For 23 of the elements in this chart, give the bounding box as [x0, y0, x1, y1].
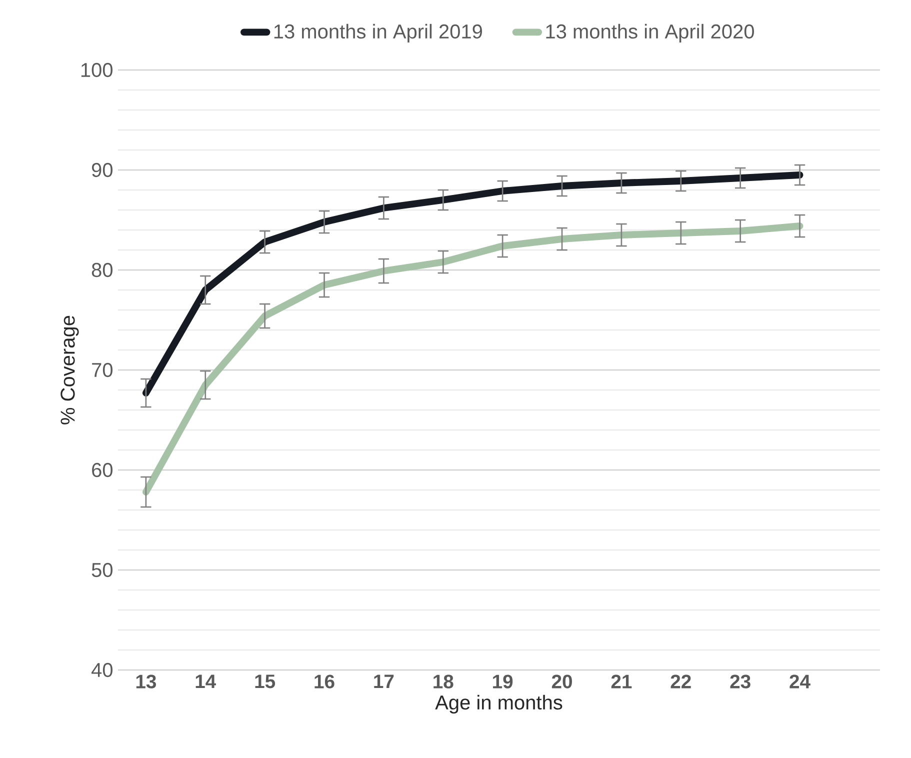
- legend-label: 13 months in April 2019: [274, 24, 482, 43]
- x-tick-label: 21: [611, 674, 632, 688]
- y-tick-label: 90: [92, 162, 112, 178]
- x-tick-label: 17: [374, 674, 394, 688]
- y-tick-label: 60: [92, 462, 112, 478]
- x-tick-label: 16: [314, 674, 334, 688]
- x-tick-label: 22: [670, 674, 691, 688]
- x-tick-label: 24: [790, 674, 810, 688]
- y-tick-label: 100: [81, 62, 112, 78]
- legend-label: 13 months in April 2020: [546, 24, 754, 43]
- x-tick-label: 19: [493, 674, 513, 688]
- x-tick-label: 18: [434, 674, 454, 688]
- x-axis-title: Age in months: [435, 694, 562, 714]
- y-tick-label: 70: [92, 362, 112, 378]
- y-tick-label: 80: [92, 262, 112, 278]
- x-tick-label: 13: [136, 674, 156, 688]
- y-axis-title: % Coverage: [60, 316, 79, 424]
- x-tick-label: 15: [255, 674, 276, 688]
- y-tick-label: 50: [92, 562, 112, 578]
- x-tick-label: 14: [196, 674, 216, 688]
- x-tick-label: 20: [552, 674, 572, 688]
- x-tick-label: 23: [730, 674, 750, 688]
- y-tick-label: 40: [92, 662, 112, 678]
